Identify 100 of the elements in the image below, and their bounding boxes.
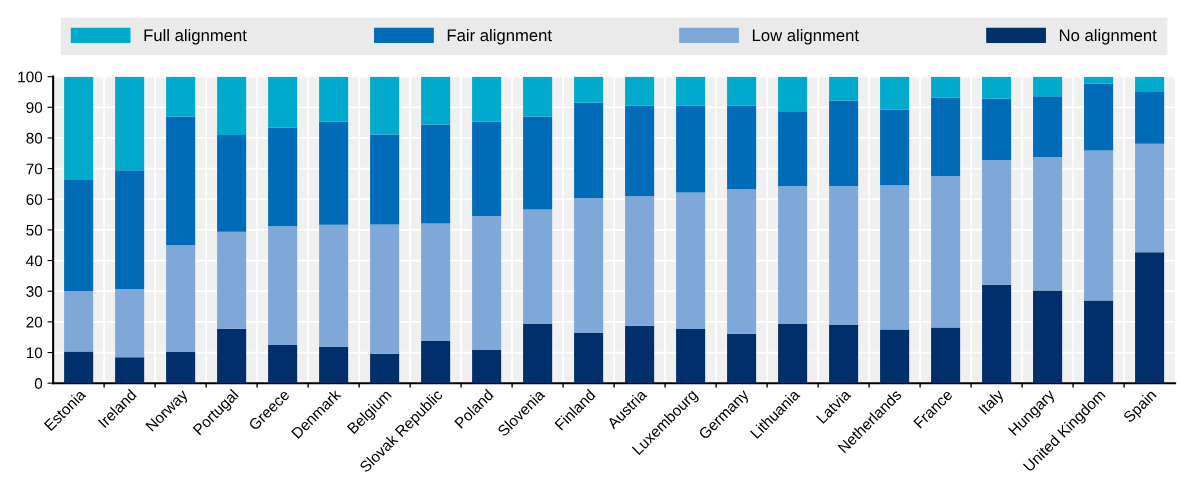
y-tick-label: 60 bbox=[26, 194, 43, 205]
bar bbox=[1084, 150, 1114, 301]
bar bbox=[166, 116, 196, 246]
bar bbox=[319, 347, 349, 384]
bar bbox=[115, 289, 145, 358]
bar bbox=[1033, 96, 1063, 157]
bar bbox=[880, 185, 910, 330]
bar bbox=[268, 127, 298, 227]
bar bbox=[982, 284, 1012, 384]
bar bbox=[115, 170, 145, 290]
bar bbox=[268, 226, 298, 345]
bar bbox=[982, 76, 1012, 99]
bar bbox=[1084, 76, 1114, 84]
bar bbox=[982, 98, 1012, 161]
bar bbox=[778, 111, 808, 187]
bar bbox=[1033, 76, 1063, 97]
bar bbox=[421, 223, 451, 341]
bar bbox=[880, 109, 910, 186]
x-tick-label: Italy bbox=[977, 388, 1007, 417]
bar bbox=[727, 76, 757, 106]
bar bbox=[574, 332, 604, 384]
bar bbox=[1084, 300, 1114, 384]
bar bbox=[370, 134, 400, 225]
bar bbox=[880, 76, 910, 110]
bar bbox=[1135, 252, 1165, 384]
bar bbox=[64, 291, 94, 352]
bar bbox=[931, 327, 961, 384]
bar bbox=[472, 216, 502, 351]
y-tick-label: 30 bbox=[26, 286, 43, 297]
bar bbox=[625, 105, 655, 197]
bar bbox=[625, 196, 655, 326]
bar bbox=[268, 344, 298, 384]
y-tick-label: 100 bbox=[18, 71, 43, 83]
bar bbox=[1084, 83, 1114, 151]
bar bbox=[1033, 156, 1063, 291]
legend-label: Low alignment bbox=[752, 28, 859, 45]
y-tick-label: 40 bbox=[26, 255, 43, 267]
bar bbox=[370, 353, 400, 384]
bar bbox=[829, 186, 859, 325]
bar bbox=[217, 76, 247, 135]
bar bbox=[64, 76, 94, 180]
bar bbox=[64, 179, 94, 292]
bar bbox=[676, 328, 706, 384]
bar bbox=[829, 100, 859, 187]
bar bbox=[727, 105, 757, 190]
bar bbox=[217, 231, 247, 329]
bar bbox=[166, 76, 196, 117]
bar bbox=[829, 76, 859, 101]
bar bbox=[472, 350, 502, 384]
bar bbox=[574, 198, 604, 333]
bar bbox=[217, 328, 247, 384]
bar bbox=[931, 175, 961, 328]
bar bbox=[64, 351, 94, 384]
bar bbox=[1135, 91, 1165, 144]
bar bbox=[523, 116, 553, 210]
bar bbox=[727, 333, 757, 384]
bar bbox=[523, 209, 553, 325]
bar bbox=[166, 351, 196, 384]
bar bbox=[319, 224, 349, 348]
bar bbox=[268, 76, 298, 128]
bar bbox=[625, 76, 655, 106]
bar bbox=[1033, 290, 1063, 384]
bar bbox=[676, 192, 706, 329]
bar bbox=[421, 340, 451, 384]
bar bbox=[472, 76, 502, 122]
bar bbox=[319, 121, 349, 225]
bar bbox=[676, 76, 706, 106]
bar bbox=[880, 329, 910, 384]
bar bbox=[1135, 76, 1165, 92]
bar bbox=[1135, 143, 1165, 253]
bar bbox=[523, 324, 553, 384]
bar bbox=[574, 76, 604, 103]
bar bbox=[472, 121, 502, 217]
bar bbox=[778, 76, 808, 112]
bar bbox=[370, 224, 400, 354]
y-tick-label: 10 bbox=[26, 347, 43, 359]
bar bbox=[217, 134, 247, 232]
y-tick-label: 80 bbox=[26, 132, 43, 144]
bar bbox=[829, 324, 859, 384]
bar bbox=[574, 102, 604, 199]
bar bbox=[778, 186, 808, 325]
bar bbox=[115, 76, 145, 171]
bar bbox=[370, 76, 400, 135]
bar bbox=[421, 124, 451, 224]
bar bbox=[625, 325, 655, 384]
legend-label: Fair alignment bbox=[447, 28, 552, 45]
bar bbox=[115, 357, 145, 384]
y-tick-label: 90 bbox=[26, 102, 43, 113]
bar bbox=[727, 189, 757, 334]
y-tick-label: 70 bbox=[26, 163, 43, 175]
bar bbox=[982, 160, 1012, 285]
bar bbox=[421, 76, 451, 125]
bar bbox=[931, 76, 961, 98]
y-tick-label: 20 bbox=[26, 316, 43, 328]
legend-label: Full alignment bbox=[144, 28, 247, 45]
bar bbox=[931, 97, 961, 176]
y-tick-label: 0 bbox=[34, 378, 43, 389]
bar bbox=[523, 76, 553, 117]
bar bbox=[676, 105, 706, 193]
bar bbox=[319, 76, 349, 122]
